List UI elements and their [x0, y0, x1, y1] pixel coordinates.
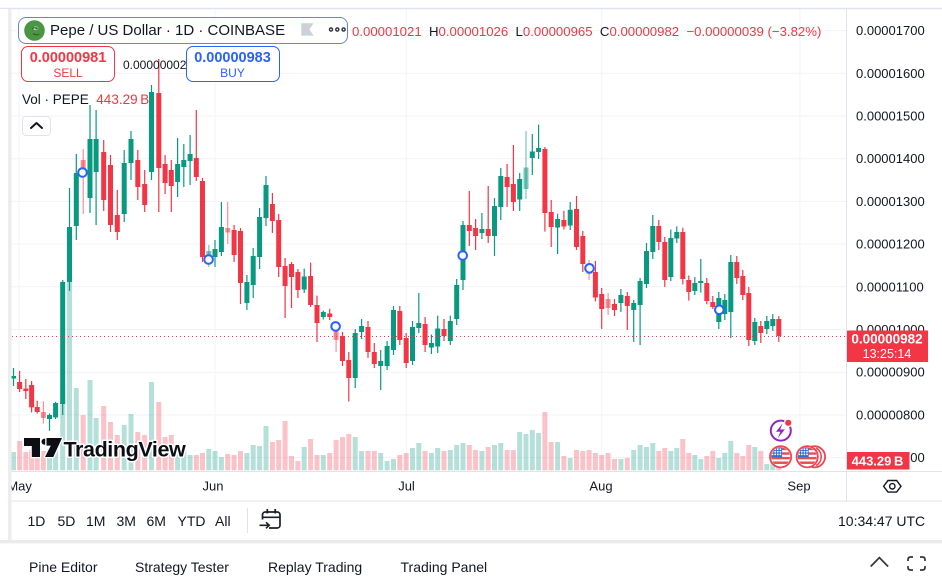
svg-text:0.00001500: 0.00001500: [856, 109, 925, 124]
svg-text:0.00001200: 0.00001200: [856, 237, 925, 252]
svg-text:0.00001600: 0.00001600: [856, 66, 925, 81]
svg-text:May: May: [7, 479, 32, 494]
svg-text:443.29 B: 443.29 B: [852, 454, 904, 469]
svg-text:0.00001100: 0.00001100: [856, 279, 924, 294]
svg-text:Jun: Jun: [203, 479, 224, 494]
svg-text:0.00000800: 0.00000800: [856, 407, 925, 422]
svg-text:Sep: Sep: [787, 479, 810, 494]
svg-text:0.00000900: 0.00000900: [856, 365, 925, 380]
svg-text:Jul: Jul: [398, 479, 415, 494]
svg-text:0.00000982: 0.00000982: [851, 332, 922, 347]
svg-text:0.00001300: 0.00001300: [856, 194, 925, 209]
svg-text:0.00001700: 0.00001700: [856, 23, 925, 38]
svg-text:TradingView: TradingView: [64, 438, 187, 462]
svg-text:0.00001400: 0.00001400: [856, 151, 925, 166]
svg-text:Aug: Aug: [589, 479, 612, 494]
svg-text:13:25:14: 13:25:14: [863, 347, 912, 361]
